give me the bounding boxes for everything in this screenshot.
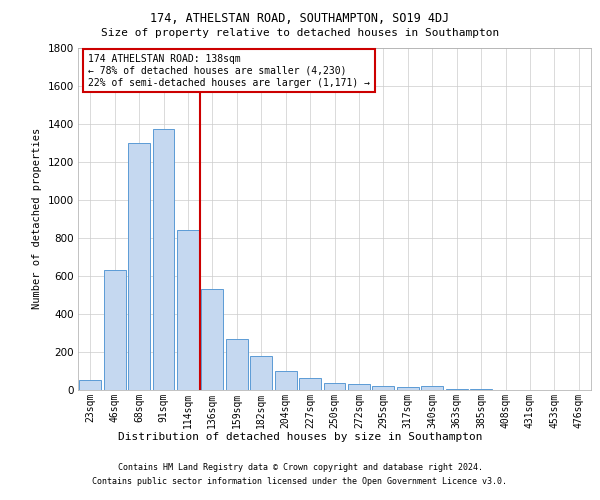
Bar [299, 378, 321, 390]
Bar [226, 338, 248, 390]
Text: 174 ATHELSTAN ROAD: 138sqm
← 78% of detached houses are smaller (4,230)
22% of s: 174 ATHELSTAN ROAD: 138sqm ← 78% of deta… [88, 54, 370, 88]
Y-axis label: Number of detached properties: Number of detached properties [32, 128, 42, 310]
Text: Size of property relative to detached houses in Southampton: Size of property relative to detached ho… [101, 28, 499, 38]
Bar [323, 384, 346, 390]
Text: Distribution of detached houses by size in Southampton: Distribution of detached houses by size … [118, 432, 482, 442]
Bar [397, 387, 419, 390]
Bar [128, 142, 150, 390]
Bar [275, 371, 296, 390]
Bar [421, 386, 443, 390]
Bar [152, 130, 175, 390]
Bar [202, 289, 223, 390]
Bar [348, 384, 370, 390]
Text: Contains public sector information licensed under the Open Government Licence v3: Contains public sector information licen… [92, 477, 508, 486]
Bar [79, 380, 101, 390]
Text: Contains HM Land Registry data © Crown copyright and database right 2024.: Contains HM Land Registry data © Crown c… [118, 464, 482, 472]
Text: 174, ATHELSTAN ROAD, SOUTHAMPTON, SO19 4DJ: 174, ATHELSTAN ROAD, SOUTHAMPTON, SO19 4… [151, 12, 449, 26]
Bar [446, 389, 467, 390]
Bar [373, 386, 394, 390]
Bar [250, 356, 272, 390]
Bar [177, 230, 199, 390]
Bar [104, 270, 125, 390]
